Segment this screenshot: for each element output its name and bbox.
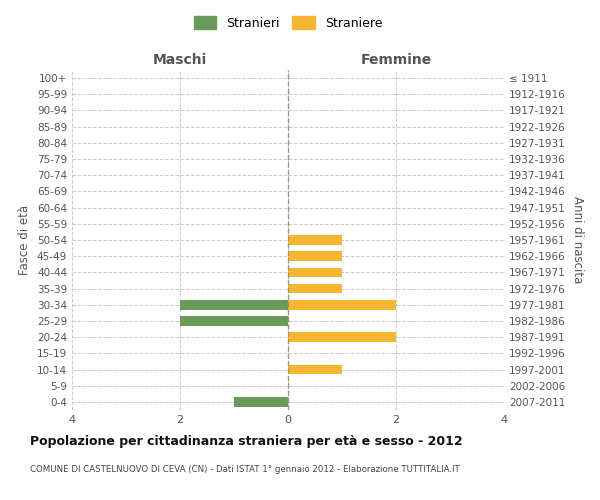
Bar [180,300,288,310]
Bar [288,300,396,310]
Bar [180,316,288,326]
Text: COMUNE DI CASTELNUOVO DI CEVA (CN) - Dati ISTAT 1° gennaio 2012 - Elaborazione T: COMUNE DI CASTELNUOVO DI CEVA (CN) - Dat… [30,465,460,474]
Bar [288,284,342,294]
Legend: Stranieri, Straniere: Stranieri, Straniere [189,11,387,35]
Text: Femmine: Femmine [361,54,431,68]
Bar [234,397,288,407]
Bar [288,252,342,261]
Bar [288,332,396,342]
Bar [288,235,342,245]
Y-axis label: Fasce di età: Fasce di età [19,205,31,275]
Text: Maschi: Maschi [153,54,207,68]
Bar [288,364,342,374]
Text: Popolazione per cittadinanza straniera per età e sesso - 2012: Popolazione per cittadinanza straniera p… [30,435,463,448]
Bar [288,268,342,277]
Y-axis label: Anni di nascita: Anni di nascita [571,196,584,284]
